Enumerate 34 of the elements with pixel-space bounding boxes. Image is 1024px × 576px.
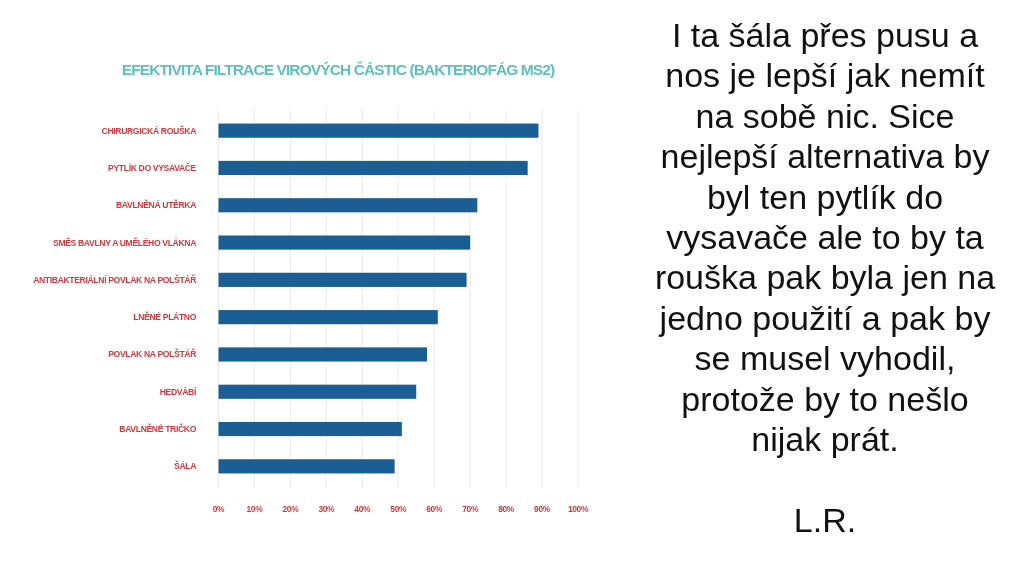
x-tick-label: 10% — [246, 503, 264, 514]
x-tick-label: 80% — [498, 503, 515, 514]
bar — [218, 198, 478, 213]
bar — [218, 160, 528, 176]
bar — [218, 421, 402, 437]
x-tick-label: 50% — [390, 503, 408, 514]
y-tick-label: LNĚNÉ PLÁTNO — [133, 311, 197, 323]
bar — [218, 459, 395, 474]
x-tick-label: 100% — [567, 503, 589, 514]
x-tick-label: 40% — [354, 503, 372, 514]
x-tick-label: 0% — [212, 503, 226, 514]
y-tick-label: HEDVÁBÍ — [159, 386, 197, 397]
chart-title: EFEKTIVITA FILTRACE VIROVÝCH ČÁSTIC (BAKTERIOFÁG MS2) — [121, 61, 555, 78]
text: L.R. — [792, 499, 858, 541]
bar — [218, 272, 467, 287]
text: I ta šála přes pusu a nos je lepší jak nemít na sobě nic. Sice nejlepší alternativa by byl ten pytlík do vysavače ale to by ta rouška pak byla jen na jedno použití a pak by se musel vyhodil, protože by to nešlo nijak prát. — [654, 16, 996, 459]
y-tick-label: CHIRURGICKÁ ROUŠKA — [101, 124, 197, 136]
bar — [218, 235, 471, 250]
bar — [218, 310, 438, 325]
y-tick-label: BAVLNĚNÁ UTĚRKA — [115, 199, 197, 211]
bar — [218, 123, 539, 138]
x-tick-label: 60% — [426, 503, 443, 514]
y-tick-label: ANTIBAKTERIÁLNÍ POVLAK NA POLŠTÁŘ — [33, 273, 198, 285]
bar — [218, 347, 428, 362]
bar — [218, 384, 417, 399]
y-tick-label: POVLAK NA POLŠTÁŘ — [108, 348, 198, 360]
y-tick-label: ŠÁLA — [174, 460, 197, 472]
x-tick-label: 30% — [318, 503, 336, 514]
y-tick-label: BAVLNĚNÉ TRIČKO — [119, 423, 197, 435]
y-tick-label: SMĚS BAVLNY A UMĚLÉHO VLÁKNA — [53, 236, 197, 248]
x-tick-label: 90% — [534, 503, 551, 514]
y-tick-label: PYTLÍK DO VYSAVAČE — [108, 161, 197, 173]
x-tick-label: 20% — [282, 503, 300, 514]
x-tick-label: 70% — [462, 503, 479, 514]
